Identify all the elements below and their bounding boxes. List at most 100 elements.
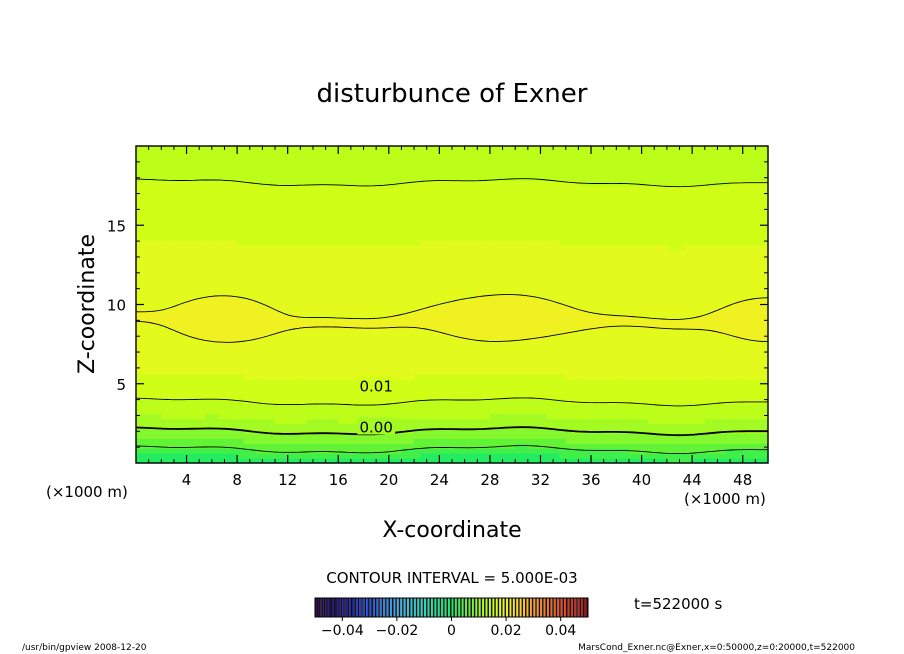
- field-cell: [584, 289, 592, 296]
- field-cell: [610, 294, 617, 301]
- field-cell: [312, 423, 320, 429]
- field-cell: [407, 393, 415, 400]
- field-cell: [243, 433, 251, 439]
- field-cell: [287, 180, 295, 187]
- field-cell: [426, 160, 434, 167]
- field-cell: [559, 398, 567, 405]
- field-cell: [470, 279, 478, 286]
- field-cell: [199, 309, 207, 315]
- field-cell: [186, 225, 194, 231]
- field-cell: [256, 423, 263, 429]
- field-cell: [489, 190, 497, 197]
- field-cell: [173, 299, 181, 306]
- field-cell: [230, 448, 238, 454]
- field-cell: [294, 190, 301, 197]
- field-cell: [237, 358, 245, 365]
- field-cell: [294, 200, 301, 207]
- field-cell: [300, 284, 308, 291]
- field-cell: [325, 225, 333, 231]
- field-cell: [546, 319, 554, 325]
- field-cell: [395, 264, 403, 271]
- field-cell: [256, 433, 263, 439]
- field-cell: [275, 423, 282, 429]
- field-cell: [388, 180, 396, 187]
- field-cell: [167, 170, 175, 177]
- field-cell: [300, 393, 308, 400]
- field-cell: [483, 155, 491, 162]
- field-cell: [230, 453, 238, 459]
- field-cell: [458, 373, 466, 380]
- field-cell: [237, 423, 245, 429]
- field-cell: [452, 200, 459, 207]
- field-cell: [496, 160, 504, 167]
- field-cell: [331, 378, 339, 385]
- field-cell: [192, 165, 200, 172]
- field-cell: [433, 215, 440, 221]
- field-cell: [167, 368, 175, 375]
- field-cell: [553, 368, 561, 375]
- field-cell: [180, 200, 188, 207]
- field-cell: [262, 314, 270, 320]
- field-cell: [597, 264, 605, 271]
- field-cell: [325, 393, 333, 400]
- field-cell: [559, 294, 567, 301]
- field-cell: [319, 235, 327, 241]
- field-cell: [262, 160, 270, 167]
- field-cell: [211, 388, 219, 395]
- field-cell: [445, 304, 453, 311]
- field-cell: [287, 453, 295, 459]
- field-cell: [325, 453, 333, 459]
- field-cell: [401, 453, 409, 459]
- field-cell: [521, 185, 529, 192]
- field-cell: [230, 279, 238, 286]
- field-cell: [565, 294, 573, 301]
- field-cell: [142, 418, 150, 424]
- field-cell: [508, 398, 516, 405]
- field-cell: [218, 289, 226, 296]
- field-cell: [464, 200, 472, 207]
- field-cell: [414, 180, 421, 187]
- field-cell: [186, 230, 194, 236]
- field-cell: [199, 160, 207, 167]
- field-cell: [237, 146, 245, 152]
- field-cell: [230, 235, 238, 241]
- field-cell: [369, 458, 377, 464]
- field-cell: [192, 363, 200, 370]
- field-cell: [546, 368, 554, 375]
- field-cell: [249, 175, 257, 182]
- field-cell: [414, 165, 421, 172]
- field-cell: [426, 294, 434, 301]
- field-cell: [300, 180, 308, 187]
- field-cell: [136, 418, 143, 424]
- field-cell: [546, 160, 554, 167]
- field-cell: [243, 329, 251, 335]
- field-cell: [521, 155, 529, 162]
- field-cell: [439, 319, 447, 325]
- field-cell: [300, 299, 308, 306]
- field-cell: [395, 358, 403, 365]
- field-cell: [597, 408, 605, 415]
- field-cell: [300, 344, 308, 350]
- field-cell: [300, 269, 308, 276]
- field-cell: [452, 438, 459, 444]
- field-cell: [414, 433, 421, 439]
- field-cell: [433, 413, 440, 420]
- field-cell: [369, 160, 377, 167]
- field-cell: [458, 299, 466, 306]
- field-cell: [521, 458, 529, 464]
- field-cell: [243, 210, 251, 216]
- field-cell: [211, 378, 219, 385]
- field-cell: [584, 378, 592, 385]
- field-cell: [218, 334, 226, 340]
- field-cell: [426, 190, 434, 197]
- field-cell: [199, 334, 207, 340]
- field-cell: [502, 339, 510, 345]
- field-cell: [249, 418, 257, 424]
- field-cell: [237, 175, 245, 182]
- field-cell: [477, 185, 485, 192]
- field-cell: [395, 408, 403, 415]
- field-cell: [154, 398, 162, 405]
- field-cell: [376, 354, 384, 360]
- field-cell: [420, 349, 428, 355]
- field-cell: [496, 438, 504, 444]
